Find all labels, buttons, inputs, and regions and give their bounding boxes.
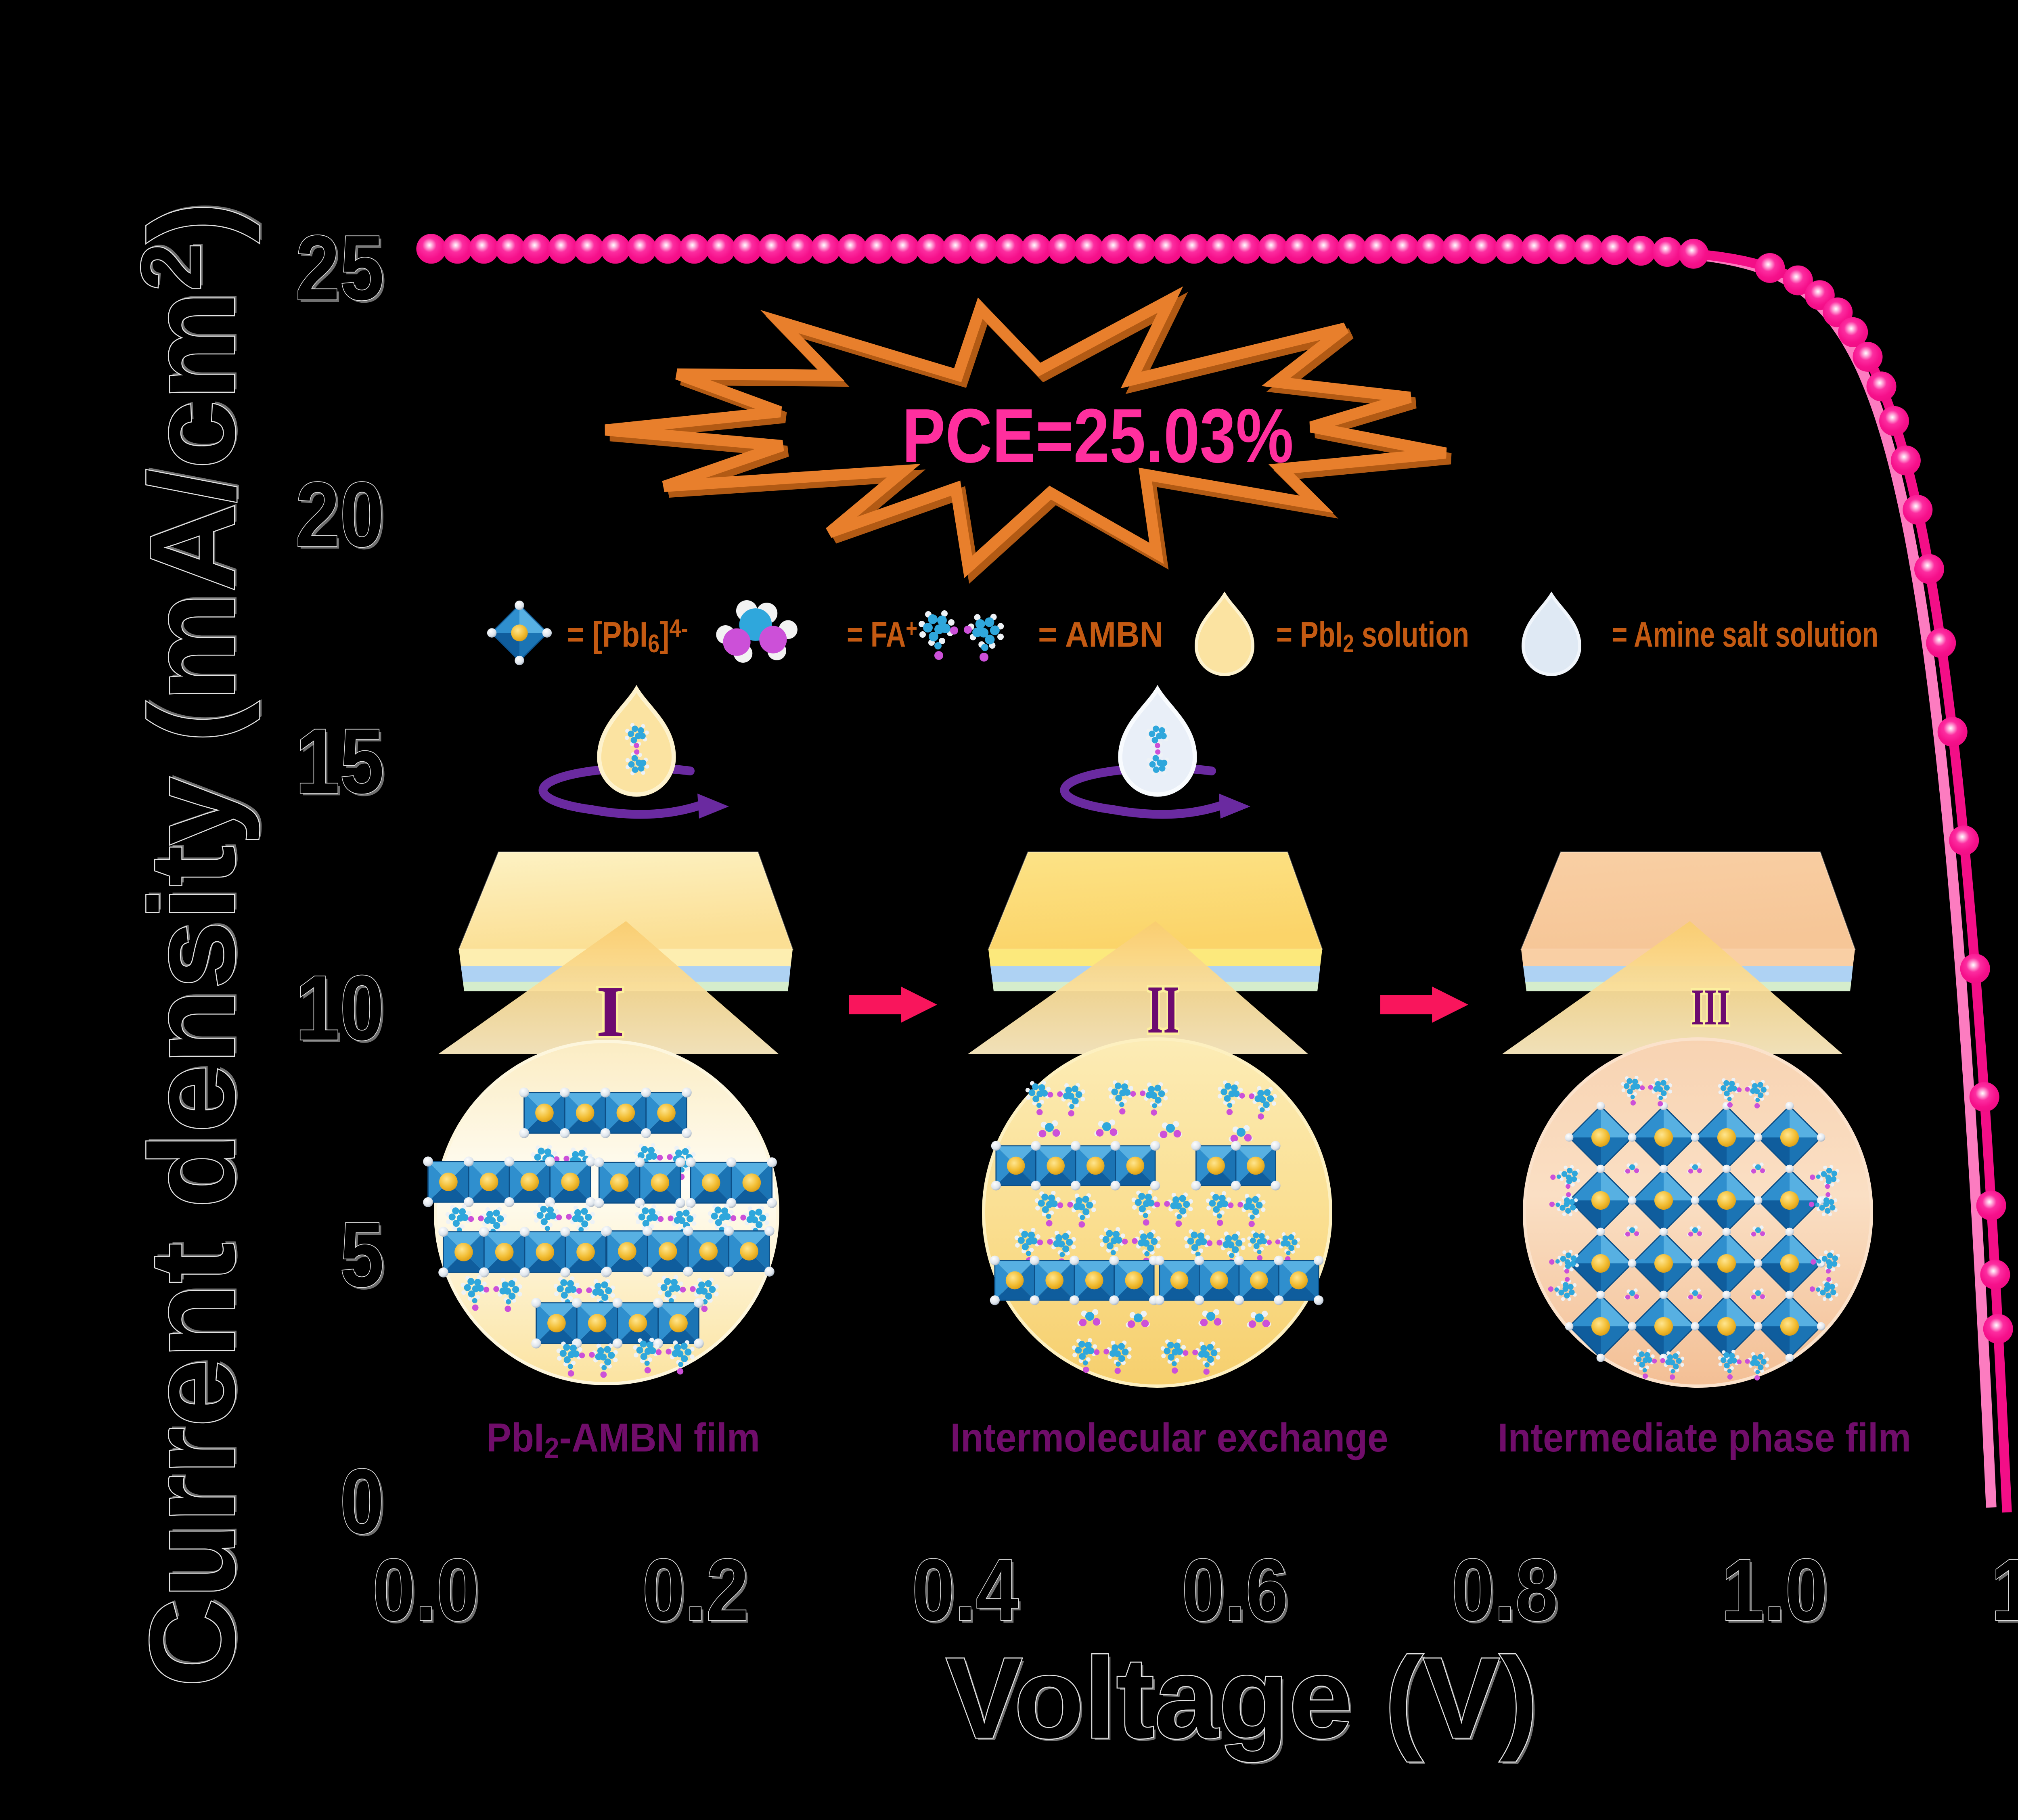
svg-text:25: 25 bbox=[298, 219, 387, 322]
svg-text:20: 20 bbox=[295, 463, 384, 566]
svg-text:20: 20 bbox=[298, 466, 387, 568]
svg-text:= PbI2 solution: = PbI2 solution bbox=[1276, 614, 1469, 658]
svg-text:0.0: 0.0 bbox=[375, 1544, 481, 1642]
svg-text:PbI2-AMBN film: PbI2-AMBN film bbox=[486, 1415, 760, 1464]
svg-text:II: II bbox=[1147, 972, 1179, 1047]
svg-text:0.4: 0.4 bbox=[912, 1541, 1019, 1639]
svg-text:= AMBN: = AMBN bbox=[1038, 614, 1163, 654]
svg-text:1.2: 1.2 bbox=[1993, 1544, 2018, 1642]
svg-text:Current density (mA/cm2): Current density (mA/cm2) bbox=[124, 202, 261, 1687]
svg-text:5: 5 bbox=[340, 1204, 384, 1306]
svg-text:= [PbI6]4-: = [PbI6]4- bbox=[567, 614, 688, 658]
svg-text:I: I bbox=[596, 971, 624, 1051]
svg-text:= FA+: = FA+ bbox=[847, 614, 917, 654]
svg-text:10: 10 bbox=[295, 957, 384, 1060]
svg-text:II: II bbox=[1147, 972, 1179, 1047]
svg-text:15: 15 bbox=[298, 712, 387, 815]
svg-text:5: 5 bbox=[342, 1206, 387, 1309]
svg-text:0.2: 0.2 bbox=[642, 1541, 749, 1639]
svg-text:0.0: 0.0 bbox=[373, 1541, 479, 1639]
svg-text:0.6: 0.6 bbox=[1182, 1541, 1288, 1639]
svg-text:Voltage (V): Voltage (V) bbox=[948, 1636, 1540, 1765]
svg-text:= Amine salt solution: = Amine salt solution bbox=[1612, 614, 1878, 654]
svg-text:25: 25 bbox=[295, 217, 384, 319]
svg-text:1.0: 1.0 bbox=[1724, 1544, 1830, 1642]
svg-text:0: 0 bbox=[342, 1453, 387, 1555]
svg-text:0.8: 0.8 bbox=[1454, 1544, 1560, 1642]
svg-text:0.8: 0.8 bbox=[1451, 1541, 1558, 1639]
svg-text:I: I bbox=[596, 971, 624, 1051]
svg-text:1.2: 1.2 bbox=[1991, 1541, 2018, 1639]
svg-text:10: 10 bbox=[298, 959, 387, 1062]
svg-text:Voltage (V): Voltage (V) bbox=[946, 1634, 1538, 1763]
svg-text:0.2: 0.2 bbox=[645, 1544, 751, 1642]
svg-text:Current density (mA/cm2): Current density (mA/cm2) bbox=[126, 199, 263, 1685]
svg-text:III: III bbox=[1691, 978, 1730, 1036]
svg-text:0.4: 0.4 bbox=[915, 1544, 1021, 1642]
svg-text:Intermolecular exchange: Intermolecular exchange bbox=[950, 1415, 1388, 1460]
svg-text:0.6: 0.6 bbox=[1184, 1544, 1291, 1642]
svg-text:III: III bbox=[1691, 978, 1730, 1036]
svg-text:15: 15 bbox=[295, 710, 384, 813]
svg-text:PCE=25.03%: PCE=25.03% bbox=[902, 393, 1294, 479]
svg-text:Intermediate phase film: Intermediate phase film bbox=[1498, 1415, 1911, 1460]
svg-text:1.0: 1.0 bbox=[1721, 1541, 1828, 1639]
svg-text:0: 0 bbox=[340, 1450, 384, 1553]
